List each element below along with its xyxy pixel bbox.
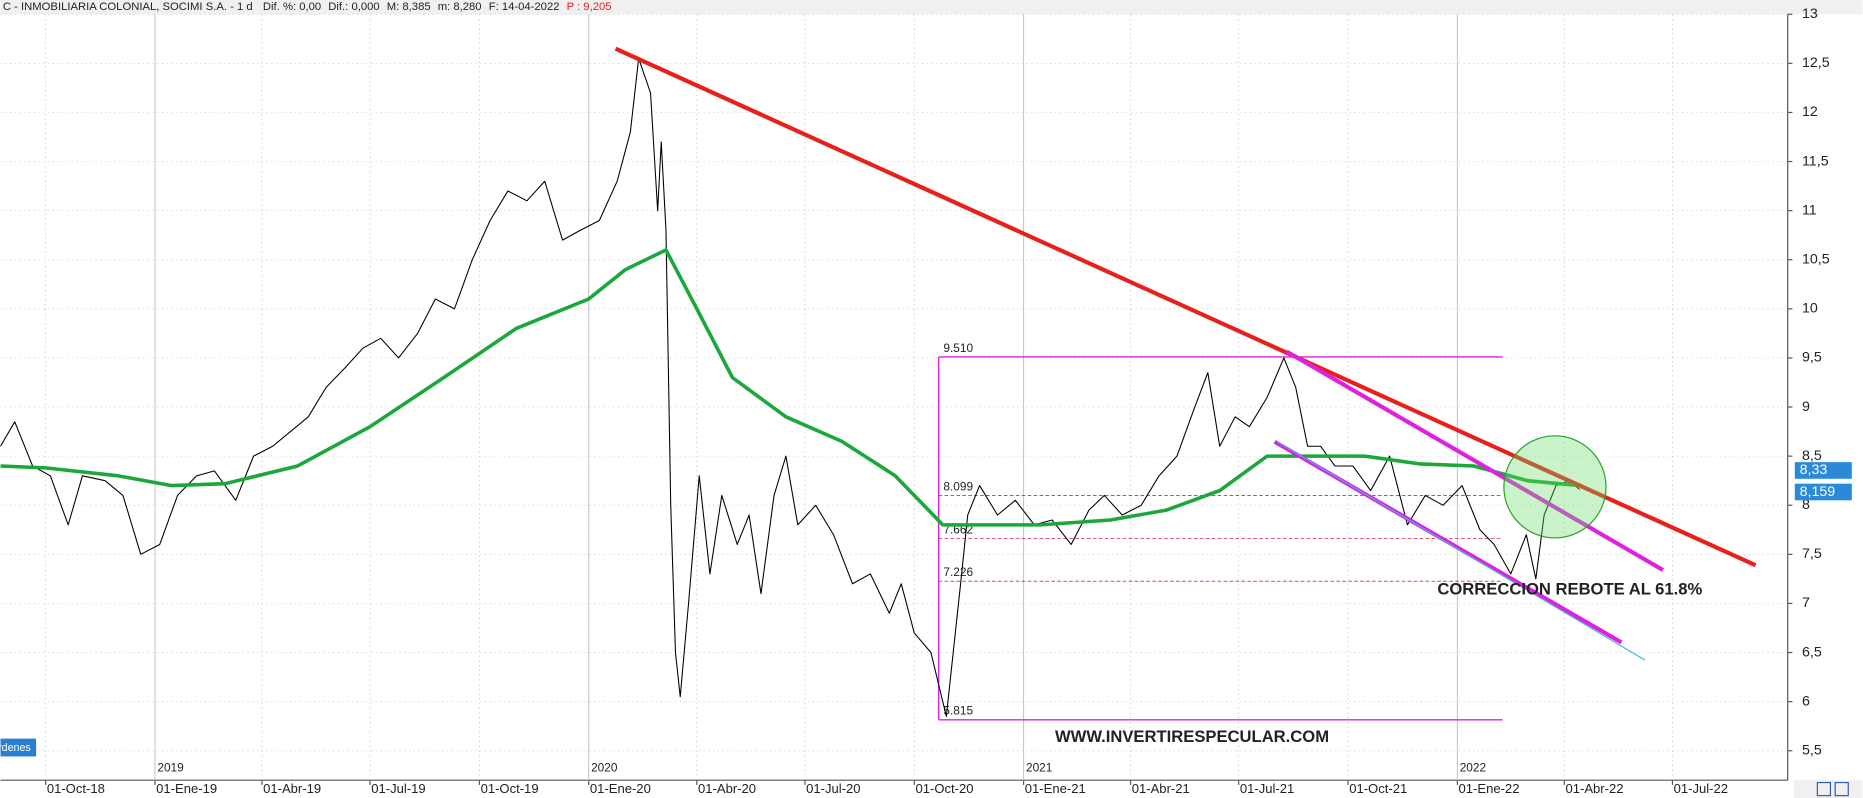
x-tick-label: 01-Jul-20 <box>806 781 860 796</box>
watermark: WWW.INVERTIRESPECULAR.COM <box>1055 727 1329 746</box>
y-tick-label: 11 <box>1802 202 1817 218</box>
x-tick-label: 01-Oct-19 <box>481 781 539 796</box>
x-tick-label: 01-Ene-22 <box>1459 781 1520 796</box>
price-tag-label: 8,33 <box>1800 462 1828 478</box>
x-tick-label: 01-Abr-22 <box>1565 781 1623 796</box>
price-tag <box>1794 483 1852 501</box>
x-tick-label: 01-Oct-21 <box>1349 781 1407 796</box>
highlight-circle <box>1503 435 1607 539</box>
moving-average <box>0 248 1580 527</box>
y-tick-label: 11,5 <box>1802 153 1829 169</box>
fib-label: 7.226 <box>943 565 973 579</box>
y-tick-label: 7 <box>1802 595 1810 611</box>
fib-label: 8.099 <box>943 479 973 493</box>
orders-button-label[interactable]: rdenes <box>0 742 31 754</box>
header-title: C - INMOBILIARIA COLONIAL, SOCIMI S.A. -… <box>3 1 253 13</box>
header: C - INMOBILIARIA COLONIAL, SOCIMI S.A. -… <box>3 1 612 13</box>
x-tick-label: 01-Jul-21 <box>1240 781 1294 796</box>
price-tag <box>1794 462 1852 479</box>
year-label: 2022 <box>1460 760 1486 774</box>
fib-label: 9.510 <box>943 341 973 355</box>
fib-label: 5.815 <box>943 704 973 718</box>
y-tick-label: 7,5 <box>1802 546 1822 562</box>
y-tick-label: 8,5 <box>1802 448 1822 464</box>
year-label: 2021 <box>1026 760 1053 774</box>
price-tag-label: 8,159 <box>1800 484 1836 500</box>
price-line <box>0 57 1581 717</box>
x-tick-label: 01-Jul-19 <box>371 781 425 796</box>
header-stat: M: 8,385 <box>387 1 431 13</box>
y-tick-label: 6,5 <box>1802 644 1822 660</box>
x-tick-label: 01-Ene-19 <box>156 781 217 796</box>
x-tick-label: 01-Ene-20 <box>590 781 651 796</box>
x-tick-label: 01-Jul-22 <box>1674 781 1728 796</box>
header-stat: Dif.: 0,000 <box>328 1 379 13</box>
x-tick-label: 01-Abr-21 <box>1132 781 1190 796</box>
x-tick-label: 01-Oct-18 <box>47 781 105 796</box>
annotation: CORRECCION REBOTE AL 61.8% <box>1437 580 1702 599</box>
y-tick-label: 13 <box>1802 6 1818 22</box>
year-label: 2020 <box>591 760 618 774</box>
toolbar-icon[interactable] <box>1816 781 1832 797</box>
x-tick-label: 01-Abr-20 <box>698 781 756 796</box>
resistance-trendline <box>614 46 1757 568</box>
header-stat: F: 14-04-2022 <box>489 1 560 13</box>
y-tick-label: 10 <box>1802 301 1818 317</box>
y-tick-label: 9 <box>1802 399 1810 415</box>
y-tick-label: 10,5 <box>1802 252 1830 268</box>
x-tick-label: 01-Abr-19 <box>263 781 321 796</box>
toolbar <box>1793 780 1863 798</box>
y-tick-label: 8 <box>1802 497 1810 513</box>
toolbar-icon[interactable] <box>1834 781 1849 797</box>
year-label: 2019 <box>157 760 184 774</box>
y-tick-label: 12 <box>1802 104 1818 120</box>
header-stat: Dif. %: 0,00 <box>263 1 321 13</box>
header-price: P : 9,205 <box>567 1 612 13</box>
orders-button[interactable] <box>0 738 37 757</box>
x-tick-label: 01-Ene-21 <box>1025 781 1086 796</box>
y-tick-label: 6 <box>1802 693 1810 709</box>
channel-upper <box>1285 349 1665 572</box>
x-tick-label: 01-Oct-20 <box>915 781 973 796</box>
y-tick-label: 9,5 <box>1802 350 1822 366</box>
channel-thin <box>1276 441 1646 661</box>
y-tick-label: 5,5 <box>1802 742 1822 758</box>
header-stat: m: 8,280 <box>438 1 482 13</box>
y-tick-label: 12,5 <box>1802 55 1830 71</box>
header-bar <box>0 0 1863 15</box>
